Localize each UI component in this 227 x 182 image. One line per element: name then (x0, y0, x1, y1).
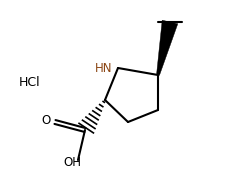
Polygon shape (156, 20, 177, 75)
Text: HCl: HCl (19, 76, 41, 88)
Text: OH: OH (63, 157, 81, 169)
Text: O: O (41, 114, 50, 126)
Text: HN: HN (94, 62, 111, 74)
